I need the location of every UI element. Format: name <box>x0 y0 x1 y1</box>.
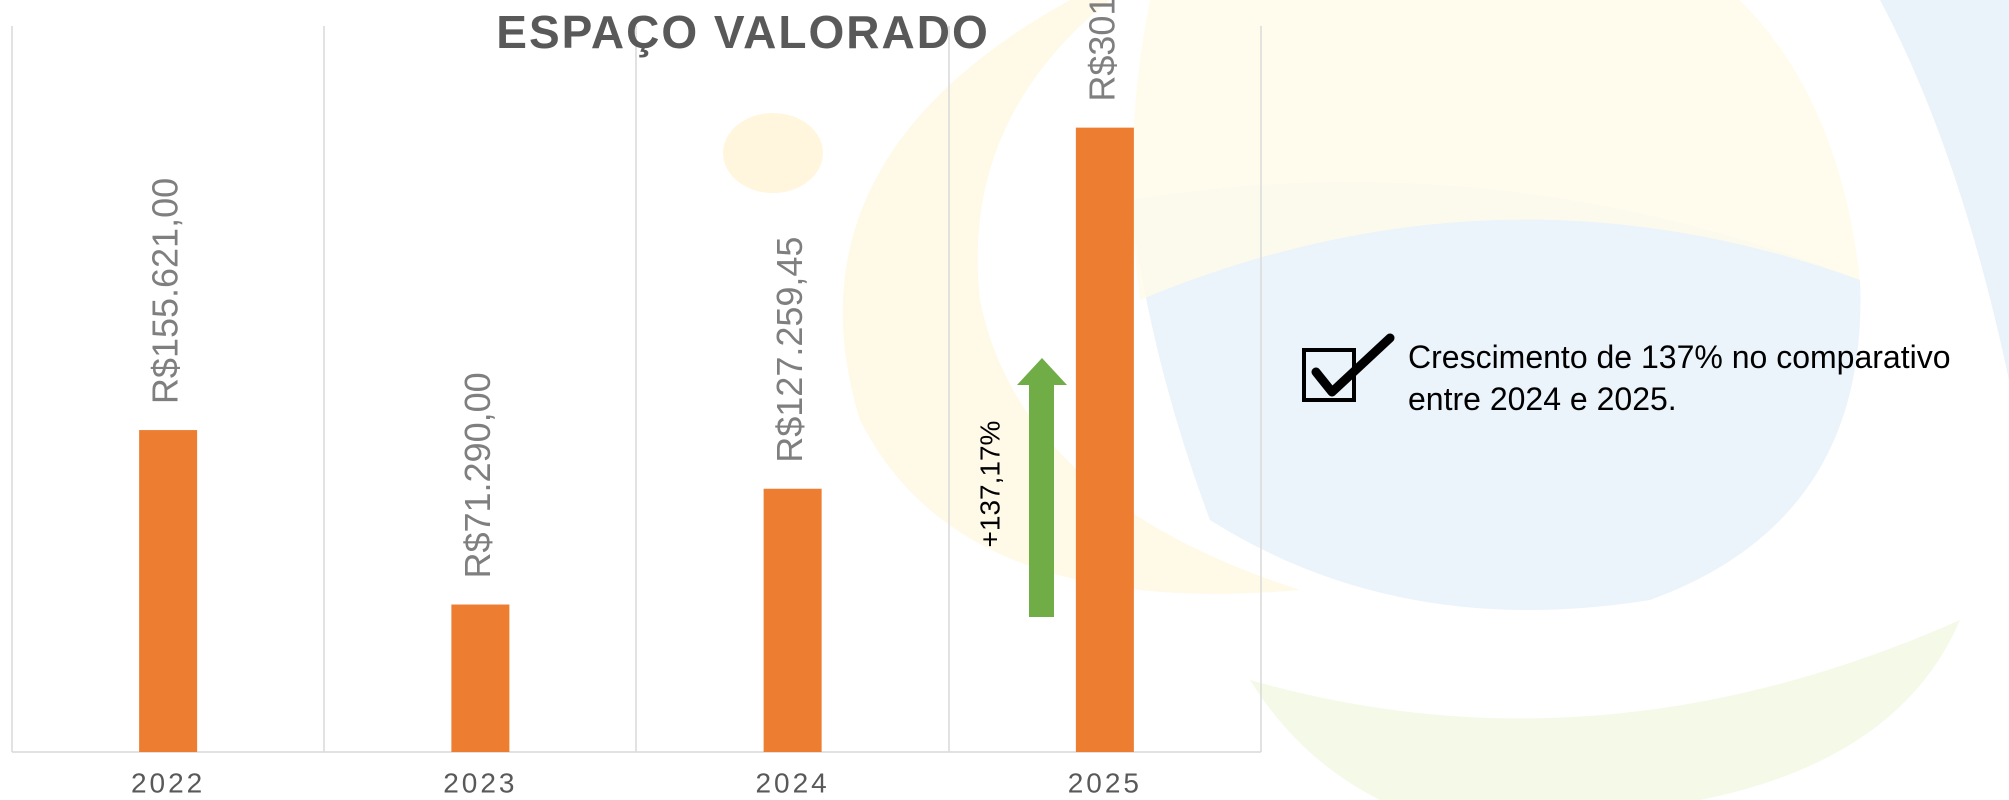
growth-label: +137,17% <box>974 421 1005 548</box>
value-label: R$301.816,18 <box>1081 0 1122 102</box>
bar <box>1076 128 1134 752</box>
x-tick-label: 2025 <box>1068 767 1142 798</box>
bar <box>139 430 197 752</box>
page: ESPAÇO VALORADO 2022 R$155.621,00 2023 R$71… <box>0 0 2009 800</box>
x-tick-label: 2022 <box>131 767 205 798</box>
bar <box>451 605 509 752</box>
value-label: R$127.259,45 <box>769 237 810 463</box>
category-separators <box>12 26 1261 752</box>
value-label: R$71.290,00 <box>457 372 498 578</box>
note-text: Crescimento de 137% no comparativo entre… <box>1408 336 2004 420</box>
bar <box>764 489 822 752</box>
x-tick-label: 2023 <box>443 767 517 798</box>
chart-title: ESPAÇO VALORADO <box>496 6 989 58</box>
value-label: R$155.621,00 <box>145 178 186 404</box>
x-tick-label: 2024 <box>755 767 829 798</box>
